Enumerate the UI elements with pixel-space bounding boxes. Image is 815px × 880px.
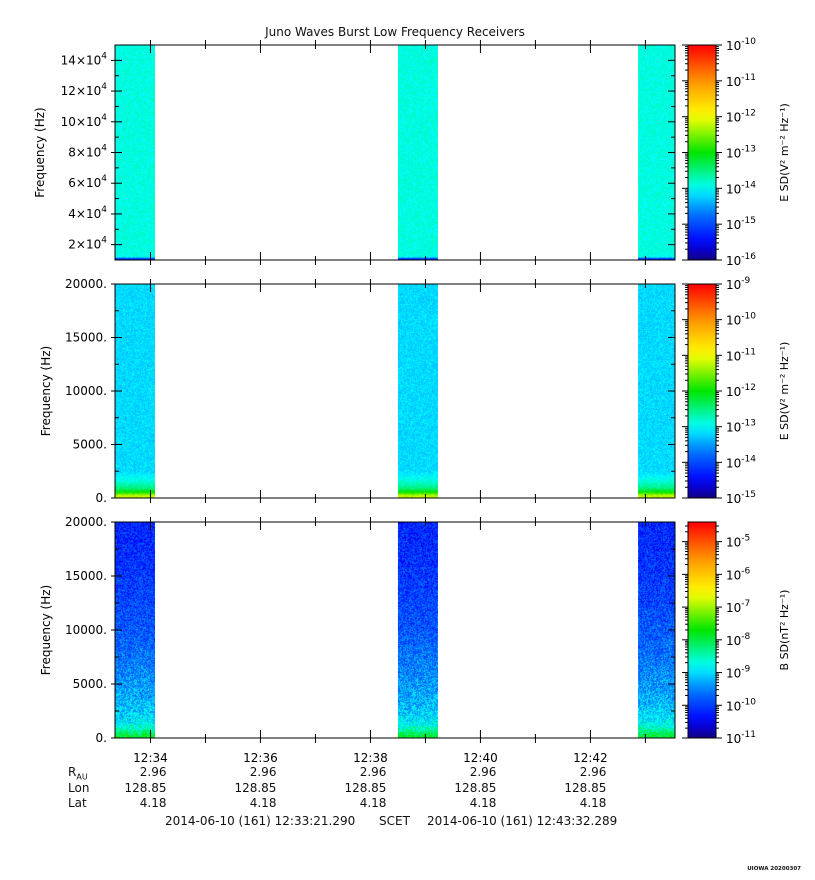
x-tick-label: 12:36 (243, 751, 278, 765)
colorbar-tick-label: 10-14 (726, 180, 756, 196)
burst-block-1-2 (397, 45, 438, 260)
stamp: UIOWA 20200307 (747, 866, 801, 872)
colorbar-tick-label: 10-16 (726, 252, 756, 268)
colorbar-label: E SD(V² m⁻² Hz⁻¹) (778, 103, 791, 202)
y-axis-label: Frequency (Hz) (39, 346, 53, 437)
y-tick-label: 15000. (65, 569, 107, 583)
y-tick-label: 12×104 (61, 82, 108, 98)
y-tick-label: 5000. (73, 438, 107, 452)
panel-2: 0. 5000. 10000. 15000. 20000. Frequency (Hz) 1… (39, 276, 791, 506)
ephem-r-value: 2.96 (249, 765, 277, 779)
y-axis-label: Frequency (Hz) (33, 107, 47, 198)
ephem-lat-value: 4.18 (359, 796, 387, 810)
colorbar-label: E SD(V² m⁻² Hz⁻¹) (778, 342, 791, 441)
ephem-lat-value: 4.18 (469, 796, 497, 810)
y-tick-label: 20000. (65, 277, 107, 291)
colorbar-tick-label: 10-12 (726, 109, 756, 125)
panel-frame (114, 283, 676, 499)
ephem-r-value: 2.96 (469, 765, 497, 779)
colorbar (688, 45, 716, 260)
ephem-label-r: RAU (68, 765, 88, 781)
y-tick-label: 0. (96, 491, 107, 505)
colorbar-tick-label: 10-7 (726, 599, 750, 615)
y-tick-label: 10000. (65, 623, 107, 637)
x-tick-label: 12:40 (463, 751, 498, 765)
colorbar-tick-label: 10-5 (726, 534, 750, 550)
ephem-label-r-sub: AU (76, 772, 88, 782)
ephem-label-lat: Lat (68, 796, 87, 810)
colorbar-tick-label: 10-11 (726, 73, 756, 89)
ephem-lon-value: 128.85 (344, 781, 387, 795)
y-tick-label: 5000. (73, 677, 107, 691)
y-tick-label: 4×104 (68, 205, 107, 221)
colorbar-tick-label: 10-10 (726, 312, 756, 328)
panel-frame (114, 521, 676, 739)
colorbar-tick-label: 10-13 (726, 145, 756, 161)
colorbar (688, 522, 716, 738)
y-tick-label: 2×104 (68, 236, 107, 252)
colorbar-tick-label: 10-10 (726, 37, 756, 53)
ephem-label-r-main: R (68, 765, 77, 779)
colorbar-tick-label: 10-11 (726, 730, 756, 746)
y-tick-label: 0. (96, 731, 107, 745)
colorbar-tick-label: 10-9 (726, 276, 751, 292)
colorbar-label: B SD(nT² Hz⁻¹) (778, 590, 791, 671)
colorbar (688, 284, 716, 498)
y-tick-label: 20000. (65, 515, 107, 529)
ephem-lon-value: 128.85 (454, 781, 497, 795)
y-axis-label: Frequency (Hz) (39, 585, 53, 676)
colorbar-tick-label: 10-10 (726, 697, 756, 713)
y-tick-label: 10×104 (61, 113, 108, 129)
x-tick-label: 12:42 (573, 751, 608, 765)
burst-block-2-2 (397, 284, 438, 498)
footer-end-time: 2014-06-10 (161) 12:43:32.289 (427, 814, 618, 828)
colorbar-tick-label: 10-8 (726, 632, 751, 648)
y-tick-label: 6×104 (68, 174, 107, 190)
ephem-r-value: 2.96 (139, 765, 167, 779)
panel-1: 2×104 4×104 6×104 8×104 10×104 12×104 14×104 Fr… (33, 37, 791, 268)
y-tick-label: 8×104 (68, 144, 107, 160)
ephem-lat-value: 4.18 (579, 796, 607, 810)
footer-scet: SCET (379, 814, 410, 828)
y-tick-label: 14×104 (61, 51, 108, 67)
ephem-lon-value: 128.85 (564, 781, 607, 795)
colorbar-tick-label: 10-15 (726, 490, 756, 506)
colorbar-tick-label: 10-11 (726, 347, 756, 363)
footer-start-time: 2014-06-10 (161) 12:33:21.290 (165, 814, 356, 828)
colorbar-tick-label: 10-12 (726, 383, 756, 399)
ephem-lon-value: 128.85 (124, 781, 167, 795)
x-tick-label: 12:34 (133, 751, 168, 765)
ephem-lat-value: 4.18 (249, 796, 277, 810)
panel-3: 0. 5000. 10000. 15000. 20000. Frequency (Hz) 1… (39, 515, 791, 746)
ephem-r-value: 2.96 (579, 765, 607, 779)
colorbar-tick-label: 10-6 (726, 566, 751, 582)
colorbar-tick-label: 10-14 (726, 454, 756, 470)
y-tick-label: 15000. (65, 331, 107, 345)
ephem-lon-value: 128.85 (234, 781, 277, 795)
ephem-label-lon: Lon (68, 781, 90, 795)
colorbar-tick-label: 10-9 (726, 665, 751, 681)
y-tick-label: 10000. (65, 384, 107, 398)
ephem-r-value: 2.96 (359, 765, 387, 779)
x-tick-label: 12:38 (353, 751, 388, 765)
colorbar-tick-label: 10-15 (726, 216, 756, 232)
panel-frame (114, 44, 676, 261)
chart-title: Juno Waves Burst Low Frequency Receivers (265, 25, 525, 39)
colorbar-tick-label: 10-13 (726, 419, 756, 435)
ephem-lat-value: 4.18 (139, 796, 167, 810)
burst-block-3-2 (397, 522, 438, 738)
